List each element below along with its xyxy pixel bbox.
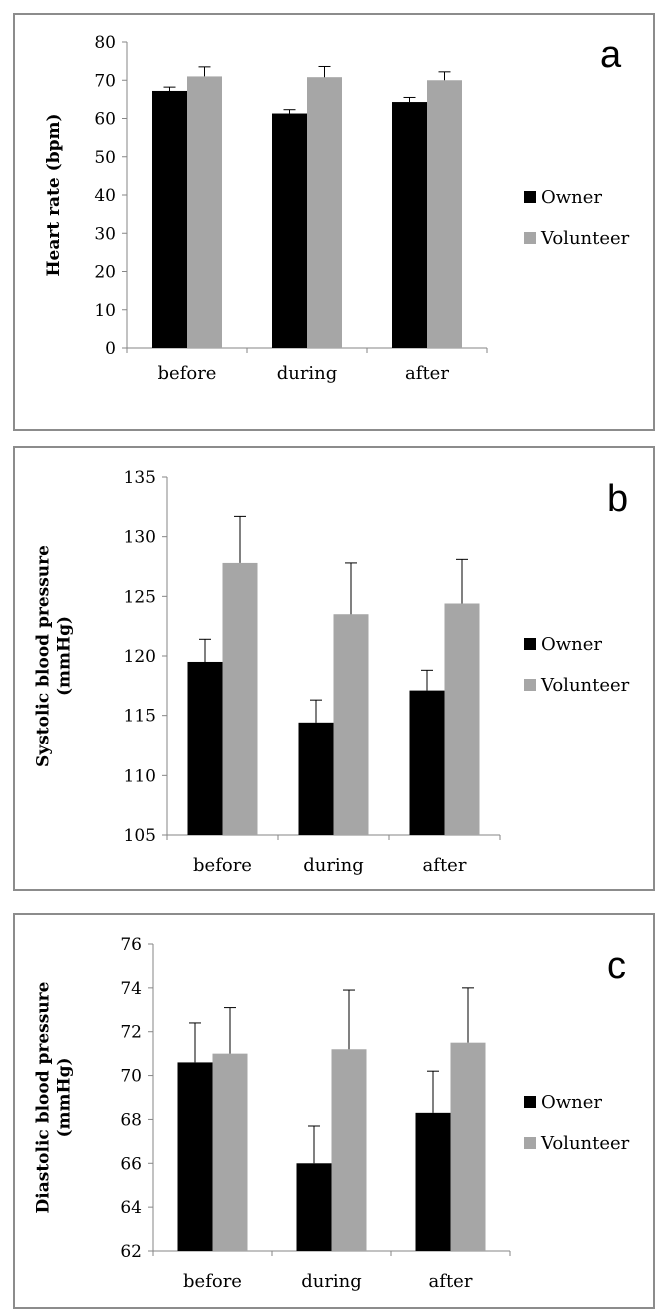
x-tick-label: during <box>301 1271 362 1292</box>
bar-volunteer <box>307 77 342 348</box>
chart-svg: 105 110 115 120 125 130 135 before during after Sy… <box>34 468 630 876</box>
chart-panel-heart-rate: 0 10 20 30 40 50 60 70 80 before during after Heart … <box>13 13 655 431</box>
y-tick-label: 115 <box>124 707 156 727</box>
bar-volunteer <box>444 603 480 835</box>
y-axis-label-line: Systolic blood pressure <box>34 545 54 767</box>
legend-label: Owner <box>541 634 602 655</box>
chart-svg: 0 10 20 30 40 50 60 70 80 before during after Heart … <box>44 33 630 384</box>
y-axis-label-line: Heart rate (bpm) <box>44 113 64 276</box>
x-tick-label: after <box>405 363 449 384</box>
chart-panel-diastolic: 62 64 66 68 70 72 74 76 before during after Diastol… <box>13 913 655 1309</box>
y-tick-label: 0 <box>105 339 116 359</box>
bar-owner <box>272 113 307 348</box>
y-tick-label: 80 <box>94 33 116 53</box>
bar-volunteer <box>187 76 222 349</box>
bar-owner <box>415 1112 451 1251</box>
y-tick-label: 30 <box>94 224 116 244</box>
bar-volunteer <box>331 1049 367 1251</box>
y-tick-label: 135 <box>124 468 156 488</box>
bar-owner <box>177 1062 213 1251</box>
legend-swatch-owner <box>524 1096 536 1108</box>
chart-svg: 62 64 66 68 70 72 74 76 before during after Diastol… <box>34 935 630 1292</box>
bar-owner <box>187 661 223 835</box>
y-tick-label: 70 <box>94 71 116 91</box>
x-tick-label: before <box>158 363 217 384</box>
panel-letter: c <box>607 945 626 987</box>
legend-label: Volunteer <box>540 228 630 249</box>
y-tick-label: 60 <box>94 110 116 130</box>
chart-panel-systolic: 105 110 115 120 125 130 135 before during after Sy… <box>13 446 655 891</box>
bar-owner <box>409 690 445 835</box>
y-tick-label: 66 <box>120 1154 142 1174</box>
bar-volunteer <box>450 1042 486 1251</box>
bar-owner <box>296 1163 332 1251</box>
legend-swatch-owner <box>524 638 536 650</box>
bar-volunteer <box>222 562 258 835</box>
y-tick-label: 110 <box>124 766 156 786</box>
y-tick-label: 74 <box>120 979 142 999</box>
bar-volunteer <box>212 1053 248 1251</box>
y-tick-label: 50 <box>94 148 116 168</box>
x-tick-label: after <box>429 1271 473 1292</box>
bar-owner <box>392 102 427 349</box>
y-tick-label: 76 <box>120 935 142 955</box>
y-tick-label: 10 <box>94 301 116 321</box>
y-tick-label: 120 <box>124 647 156 667</box>
bar-volunteer <box>333 614 369 835</box>
legend-label: Volunteer <box>540 675 630 696</box>
y-axis-label: Systolic blood pressure (mmHg) <box>34 545 75 767</box>
legend-swatch-volunteer <box>524 1137 536 1149</box>
y-tick-label: 68 <box>120 1110 142 1130</box>
legend-swatch-owner <box>524 191 536 203</box>
bar-owner <box>298 722 334 835</box>
x-tick-label: before <box>193 855 252 876</box>
y-tick-label: 64 <box>120 1198 142 1218</box>
y-tick-label: 62 <box>120 1242 142 1262</box>
x-tick-label: after <box>423 855 467 876</box>
legend-swatch-volunteer <box>524 679 536 691</box>
y-tick-label: 70 <box>120 1067 142 1087</box>
y-tick-label: 72 <box>120 1023 142 1043</box>
y-tick-label: 130 <box>124 528 156 548</box>
y-axis-label-line: (mmHg) <box>55 1057 75 1137</box>
panel-letter: a <box>600 34 622 76</box>
y-axis-label: Heart rate (bpm) <box>44 113 64 276</box>
y-axis-label-line: Diastolic blood pressure <box>34 981 54 1213</box>
legend-swatch-volunteer <box>524 232 536 244</box>
x-tick-label: before <box>183 1271 242 1292</box>
x-tick-label: during <box>277 363 338 384</box>
legend-label: Volunteer <box>540 1133 630 1154</box>
legend-label: Owner <box>541 187 602 208</box>
legend-label: Owner <box>541 1092 602 1113</box>
y-axis-label: Diastolic blood pressure (mmHg) <box>34 981 75 1213</box>
x-tick-label: during <box>303 855 364 876</box>
y-tick-label: 105 <box>124 826 156 846</box>
y-tick-label: 20 <box>94 263 116 283</box>
bar-volunteer <box>427 80 462 348</box>
y-axis-label-line: (mmHg) <box>55 616 75 696</box>
y-tick-label: 125 <box>124 587 156 607</box>
panel-letter: b <box>607 478 628 520</box>
bar-owner <box>152 90 187 349</box>
y-tick-label: 40 <box>94 186 116 206</box>
